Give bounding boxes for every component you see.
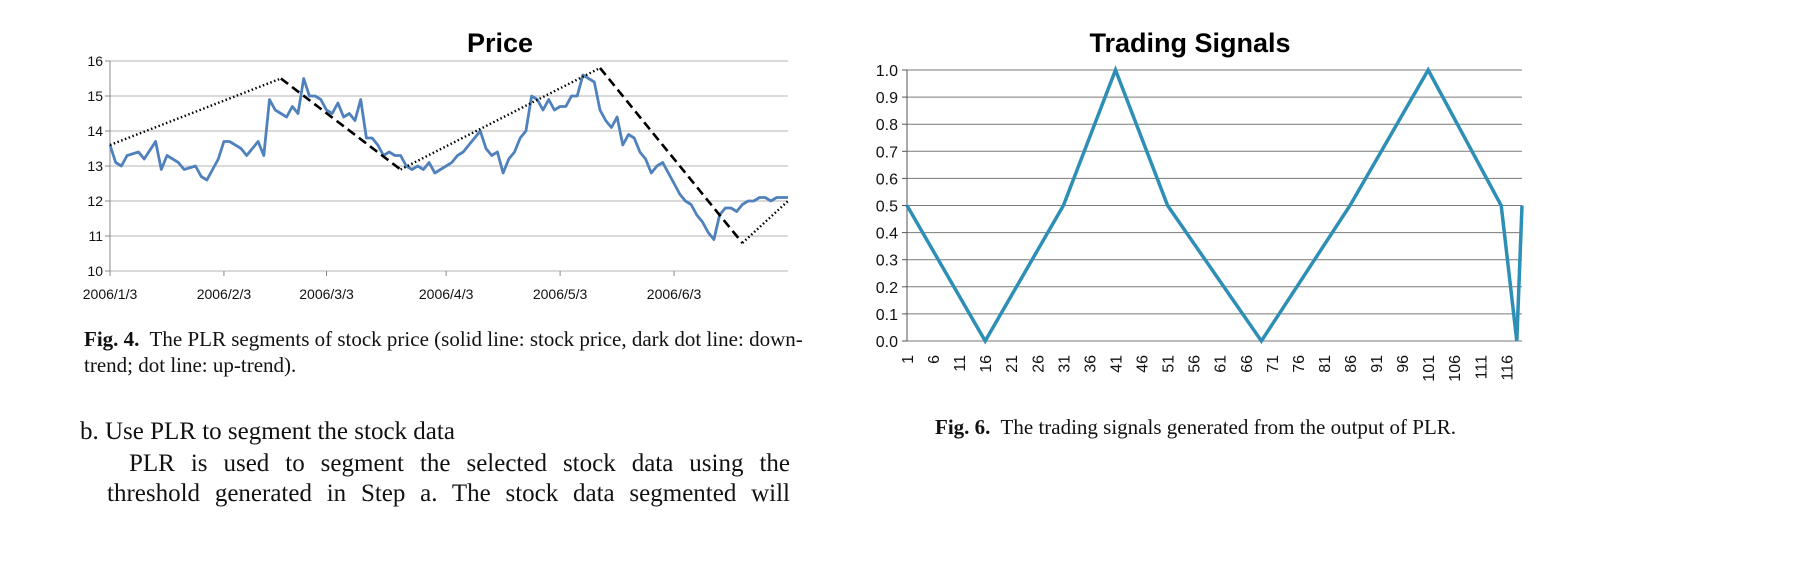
- fig6-xtick-label-21: 106: [1447, 355, 1464, 382]
- fig4-downtrend-line-4: [598, 67, 744, 244]
- fig6-xtick-label-22: 111: [1473, 355, 1490, 379]
- fig6-xtick-label-15: 76: [1291, 355, 1308, 373]
- fig4-ytick-label-3: 13: [87, 158, 103, 174]
- paragraph-line-2: threshold generated in Step a. The stock…: [107, 480, 790, 507]
- fig6-ytick-label-3: 0.3: [876, 253, 898, 270]
- fig6-trading-signals-chart: 0.00.10.20.30.40.50.60.70.80.91.01 6 11 16 2…: [876, 63, 1524, 382]
- fig6-ytick-label-0: 0.0: [876, 334, 898, 351]
- fig6-ytick-label-8: 0.8: [876, 117, 898, 134]
- fig4-ytick-label-1: 11: [88, 228, 103, 244]
- fig6-chart-title: Trading Signals: [1089, 28, 1291, 58]
- paragraph-line-1: PLR is used to segment the selected stoc…: [129, 450, 790, 477]
- fig6-xtick-label-10: 51: [1161, 355, 1178, 373]
- fig6-xtick-label-16: 81: [1317, 355, 1334, 373]
- fig4-ytick-label-4: 14: [87, 123, 103, 139]
- fig6-ytick-label-9: 0.9: [876, 90, 898, 107]
- fig6-ytick-label-1: 0.1: [876, 307, 898, 324]
- fig4-xtick-label-1: 2006/2/3: [197, 286, 252, 302]
- fig6-xtick-label-6: 31: [1056, 355, 1073, 373]
- fig6-caption-label: Fig. 6.: [935, 415, 991, 439]
- fig6-xtick-label-8: 41: [1109, 355, 1126, 373]
- fig6-xtick-label-0: 1: [900, 355, 917, 364]
- fig6-xtick-label-3: 16: [978, 355, 995, 373]
- fig6-xtick-label-9: 46: [1135, 355, 1152, 373]
- fig6-xtick-label-7: 36: [1082, 355, 1099, 373]
- fig4-caption: Fig. 4. The PLR segments of stock price …: [84, 326, 804, 378]
- fig6-xtick-label-2: 11: [952, 355, 969, 372]
- section-heading: b. Use PLR to segment the stock data: [80, 418, 455, 445]
- fig6-xtick-label-17: 86: [1343, 355, 1360, 373]
- fig6-xtick-label-5: 26: [1030, 355, 1047, 373]
- fig6-ytick-label-7: 0.7: [876, 144, 898, 161]
- fig6-xtick-label-4: 21: [1004, 355, 1021, 373]
- fig4-xtick-label-5: 2006/6/3: [647, 286, 702, 302]
- fig6-caption-text: The trading signals generated from the o…: [1000, 415, 1457, 439]
- fig6-xtick-label-14: 71: [1265, 355, 1282, 373]
- fig4-caption-line2: trend; dot line: up-trend).: [84, 353, 297, 377]
- fig6-ytick-label-5: 0.5: [876, 199, 898, 216]
- fig4-downtrend-line-2: [280, 77, 402, 171]
- fig4-xtick-label-3: 2006/4/3: [419, 286, 474, 302]
- paragraph: PLR is used to segment the selected stoc…: [107, 449, 790, 509]
- fig6-xtick-label-23: 116: [1499, 355, 1516, 381]
- fig6-xtick-label-11: 56: [1187, 355, 1204, 373]
- fig4-uptrend-line-3: [400, 66, 601, 171]
- fig4-ytick-label-5: 15: [87, 88, 103, 104]
- fig4-xtick-label-0: 2006/1/3: [83, 286, 138, 302]
- fig4-ytick-label-0: 10: [87, 263, 103, 279]
- fig4-chart-title: Price: [466, 28, 534, 58]
- fig4-caption-line1: The PLR segments of stock price (solid l…: [149, 327, 803, 351]
- fig6-ytick-label-10: 1.0: [876, 63, 898, 80]
- fig6-signal-line-0: [905, 65, 1524, 345]
- fig4-xtick-label-4: 2006/5/3: [533, 286, 588, 302]
- fig6-xtick-label-13: 66: [1239, 355, 1256, 373]
- fig6-xtick-label-1: 6: [926, 355, 943, 364]
- fig4-caption-label: Fig. 4.: [84, 327, 140, 351]
- fig4-price-chart: 10 11 12 13 14 15 16 2006/1/3 2006/2/3 2006/3/3 20…: [83, 53, 789, 302]
- fig4-ytick-label-6: 16: [87, 53, 103, 69]
- fig6-ytick-label-6: 0.6: [876, 171, 898, 188]
- fig6-ytick-label-4: 0.4: [876, 226, 898, 243]
- fig6-xtick-label-18: 91: [1369, 355, 1386, 373]
- fig6-xtick-label-20: 101: [1421, 355, 1438, 382]
- fig6-xtick-label-19: 96: [1395, 355, 1412, 373]
- fig4-uptrend-line-5: [741, 200, 789, 244]
- fig6-caption: Fig. 6. The trading signals generated fr…: [935, 414, 1635, 440]
- fig4-uptrend-line-1: [109, 77, 282, 147]
- fig4-ytick-label-2: 12: [87, 193, 103, 209]
- fig4-xtick-label-2: 2006/3/3: [299, 286, 354, 302]
- fig6-xtick-label-12: 61: [1213, 355, 1230, 373]
- fig4-price-line: [108, 73, 788, 241]
- fig6-ytick-label-2: 0.2: [876, 280, 898, 297]
